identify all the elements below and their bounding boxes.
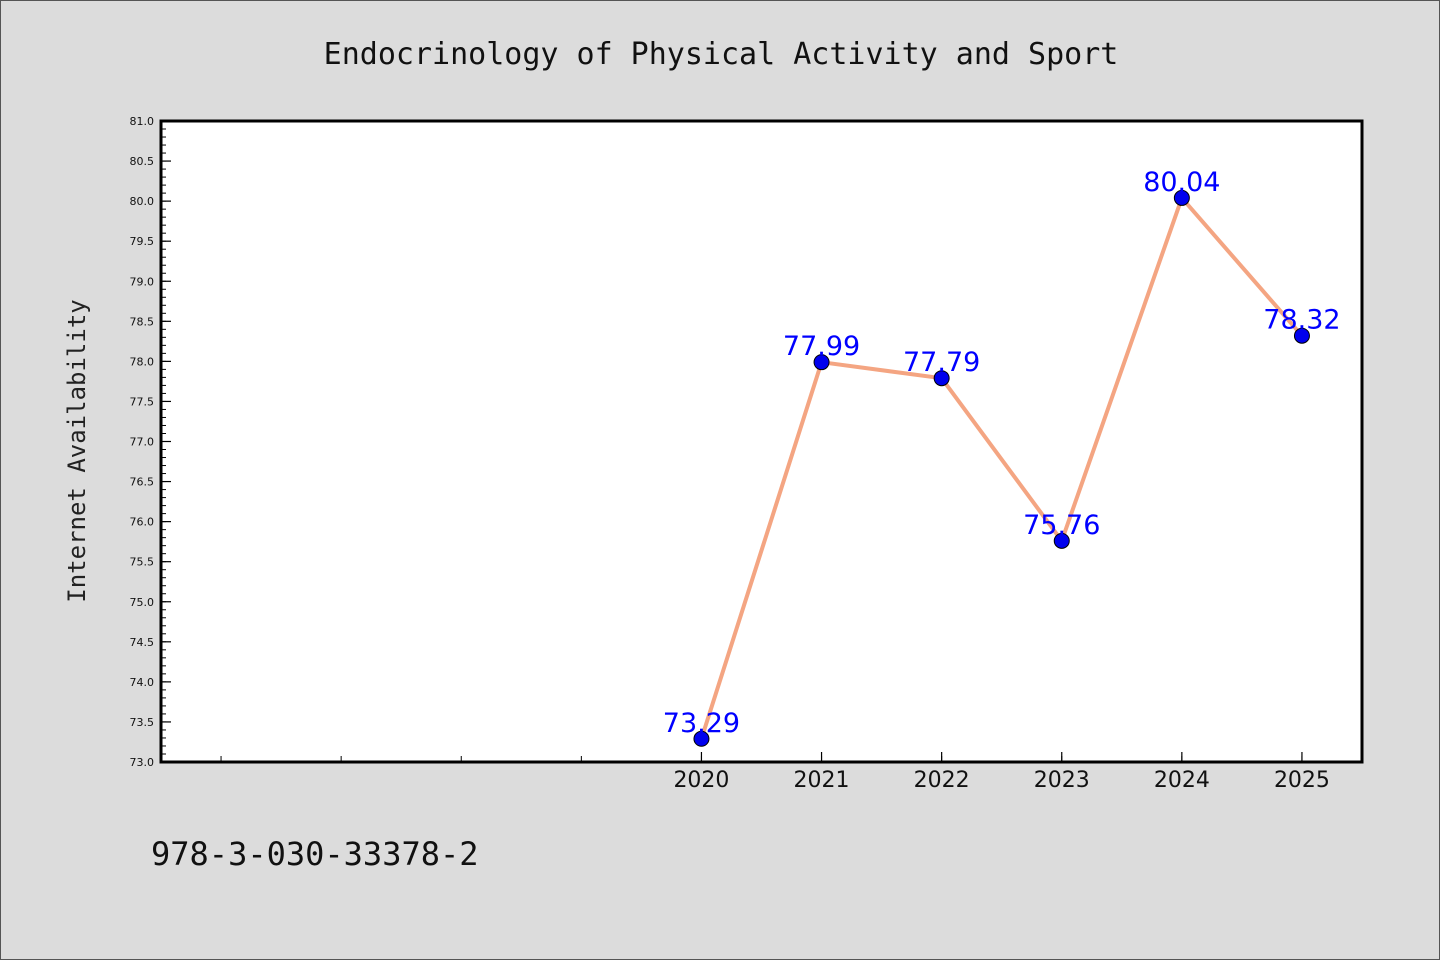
y-axis-ticks: 73.0 73.5 74.0 74.5 75.0 75.5 76.0 76.5 77.0 77.5…	[130, 115, 171, 769]
data-point	[1293, 327, 1310, 344]
y-tick-label: 76.5	[130, 476, 155, 489]
y-tick-label: 78.5	[130, 315, 155, 328]
y-tick-label: 77.5	[130, 395, 155, 408]
plot-frame	[159, 119, 1364, 764]
y-tick-label: 78.0	[130, 355, 155, 368]
x-tick-label: 2023	[1034, 768, 1090, 793]
y-tick-label: 79.0	[130, 275, 155, 288]
y-tick-label: 80.0	[130, 195, 155, 208]
data-point	[1053, 532, 1070, 549]
data-label: 77.99	[783, 331, 860, 362]
data-point	[693, 730, 710, 747]
x-tick-label: 2024	[1154, 768, 1210, 793]
data-label: 73.29	[663, 708, 740, 739]
y-tick-label: 75.5	[130, 556, 155, 569]
y-tick-label: 75.0	[130, 596, 155, 609]
x-tick-label: 2022	[914, 768, 970, 793]
data-point	[933, 370, 950, 387]
x-axis-ticks: 2020 2021 2022 2023 2024 2025	[673, 752, 1330, 793]
plot-area	[161, 121, 1362, 762]
footer-code: 978-3-030-33378-2	[151, 835, 479, 873]
y-axis-label: Internet Availability	[63, 299, 91, 602]
x-tick-label: 2020	[673, 768, 729, 793]
y-tick-label: 73.5	[130, 716, 155, 729]
y-tick-label: 73.0	[130, 756, 155, 769]
series-line	[699, 195, 1304, 740]
y-tick-label: 77.0	[130, 436, 155, 449]
data-point	[813, 354, 830, 371]
y-tick-label: 74.5	[130, 636, 155, 649]
data-labels: 73.29 77.99 77.79 75.76 80.04 78.32	[663, 167, 1341, 739]
y-tick-label: 79.5	[130, 235, 155, 248]
y-tick-label: 81.0	[130, 115, 155, 128]
data-points	[693, 189, 1310, 747]
x-tick-label: 2021	[794, 768, 850, 793]
y-tick-label: 80.5	[130, 155, 155, 168]
data-label: 80.04	[1143, 167, 1220, 198]
data-point	[1173, 189, 1190, 206]
data-label: 77.79	[903, 347, 980, 378]
y-tick-label: 74.0	[130, 676, 155, 689]
chart-title: Endocrinology of Physical Activity and S…	[324, 37, 1119, 72]
data-label: 75.76	[1023, 510, 1100, 541]
y-tick-label: 76.0	[130, 516, 155, 529]
data-label: 78.32	[1263, 305, 1340, 336]
x-tick-label: 2025	[1274, 768, 1330, 793]
